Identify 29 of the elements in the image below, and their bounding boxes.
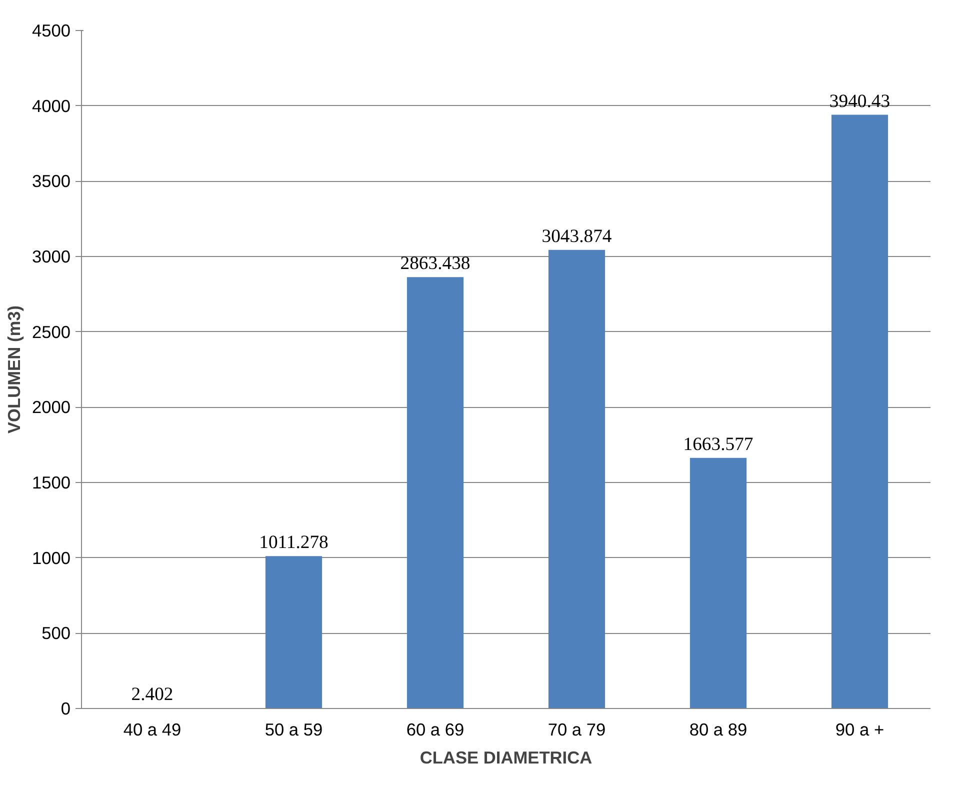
data-label: 2863.438 [400,253,470,274]
data-label: 1011.278 [259,532,328,554]
bar [406,277,464,708]
y-tick-label: 3500 [32,171,71,192]
bar [831,114,888,708]
bar [265,556,322,708]
y-tick-label: 4000 [32,96,71,116]
y-tick-label: 3000 [32,246,71,266]
y-tick-label: 1000 [32,548,71,568]
data-label: 1663.577 [683,434,754,455]
y-axis-title: VOLUMEN (m3) [4,305,24,434]
data-label: 2.402 [131,684,174,706]
bar [690,458,747,708]
y-tick-label: 0 [60,698,71,718]
data-label: 3940.43 [829,90,890,112]
x-tick-label: 40 a 49 [123,720,182,740]
y-tick-label: 2000 [32,397,71,418]
y-tick-label: 2500 [32,322,71,342]
x-axis-title: CLASE DIAMETRICA [420,748,593,768]
x-tick-label: 90 a + [835,720,884,740]
x-tick-label: 60 a 69 [406,720,464,740]
y-tick-label: 1500 [32,472,71,492]
x-tick-label: 50 a 59 [264,720,323,740]
bar [548,250,606,708]
x-tick-label: 80 a 89 [689,720,748,740]
y-tick-label: 500 [42,623,71,644]
data-label: 3043.874 [542,226,612,247]
x-tick-label: 70 a 79 [548,720,606,740]
y-tick-label: 4500 [32,20,71,40]
